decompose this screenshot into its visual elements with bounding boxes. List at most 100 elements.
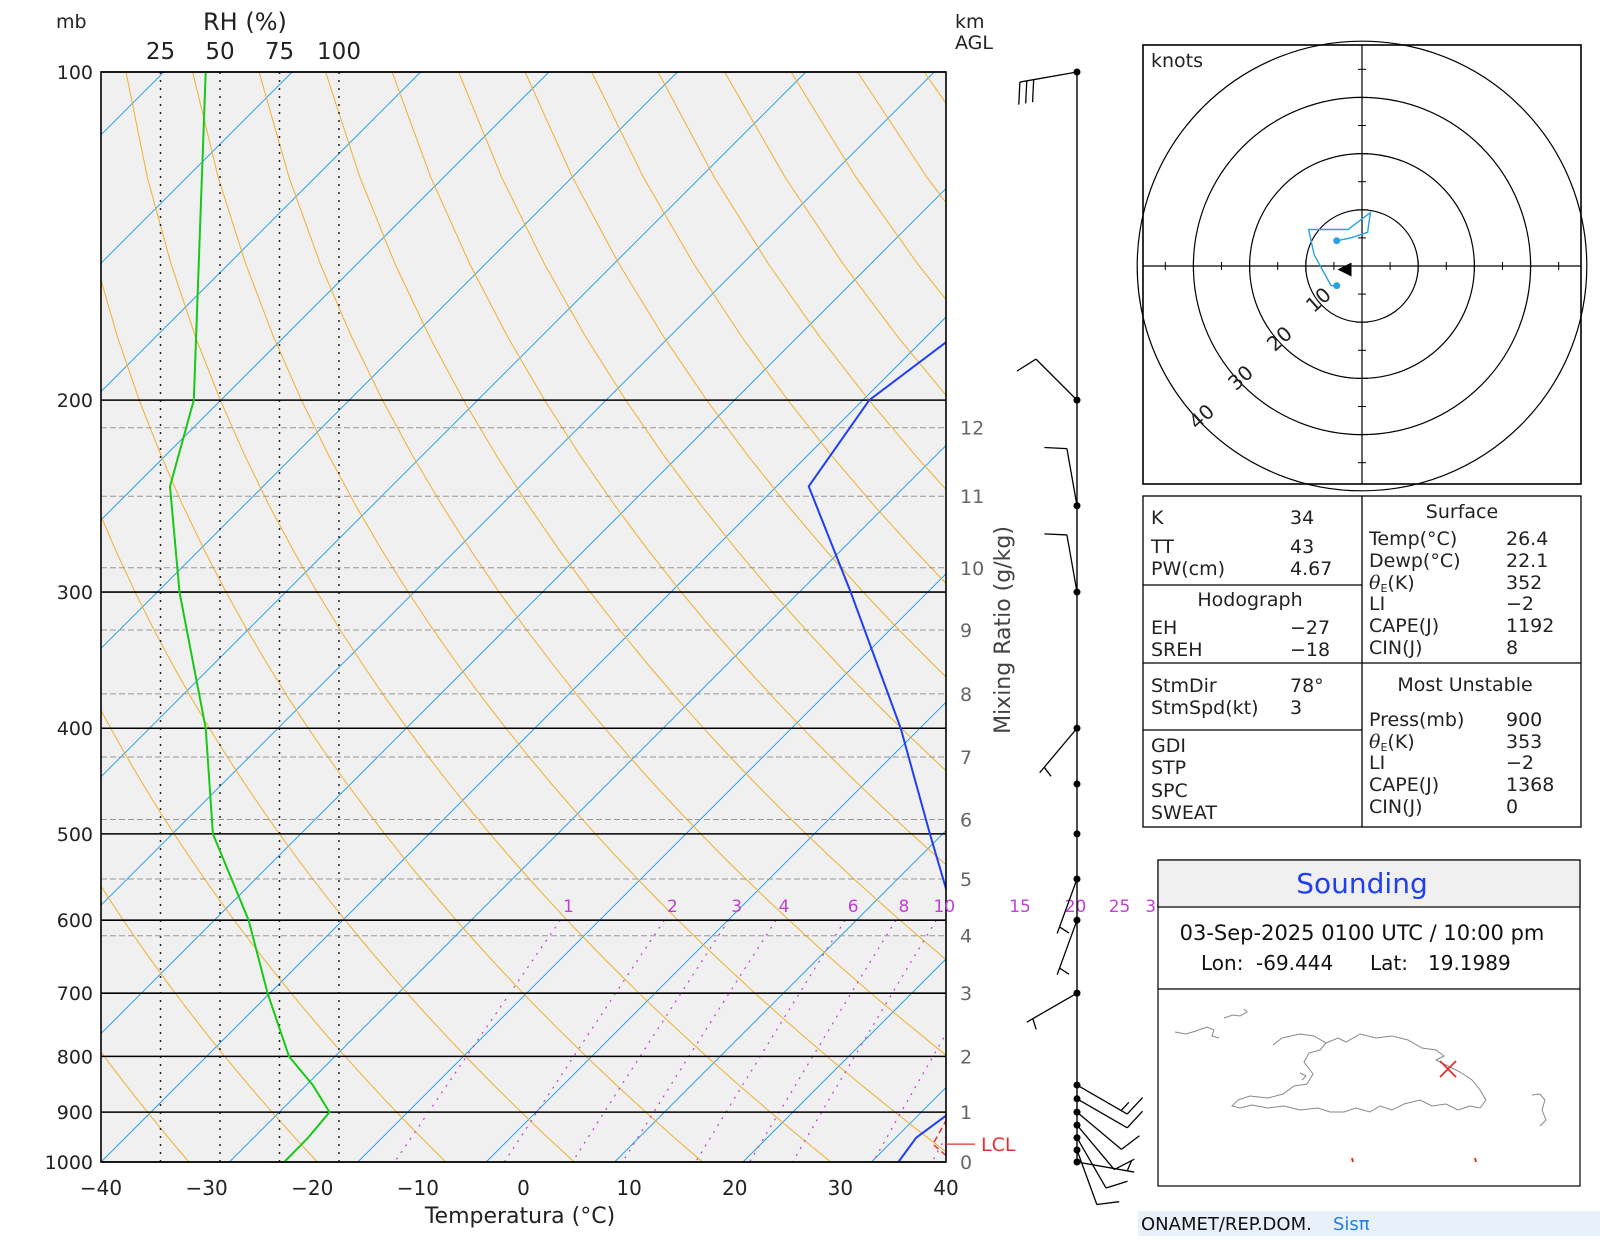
height-agl-label: AGL: [955, 32, 993, 54]
plot-background: [101, 72, 946, 1162]
hodograph-trace: [1307, 211, 1372, 290]
pressure-unit-label: mb: [56, 11, 87, 33]
mixing-ratio-axis-title: Mixing Ratio (g/kg): [991, 526, 1016, 734]
stmdir-value: 78°: [1290, 675, 1324, 697]
wind-barb-half-flag: [1032, 1018, 1037, 1030]
li-label: LI: [1369, 593, 1385, 615]
mixing-ratio-tick-label: 4: [779, 897, 790, 917]
tt-label: TT: [1150, 536, 1174, 558]
mu-thetae-label: θE(K): [1369, 731, 1415, 754]
wind-barb-shaft: [1076, 1124, 1115, 1170]
height-tick-label: 9: [960, 620, 972, 642]
isotherm-line: [101, 72, 293, 264]
stp-label: STP: [1151, 757, 1186, 779]
isotherm-line: [742, 958, 946, 1162]
lon-value: -69.444: [1256, 951, 1333, 975]
wind-barb-flag: [1096, 1201, 1120, 1206]
lat-value: 19.1989: [1428, 951, 1511, 975]
isotherm-line: [0, 72, 35, 1162]
wind-barb-half-flag: [1059, 967, 1070, 975]
dry-adiabat-line: [0, 72, 61, 1162]
isotherm-line: [101, 72, 935, 906]
wind-barb-flag: [1031, 79, 1035, 103]
title-bar: [1157, 859, 1581, 908]
mixing-ratio-tick-label: 25: [1109, 897, 1131, 917]
cin-label: CIN(J): [1369, 637, 1423, 659]
height-tick-label: 2: [960, 1046, 972, 1068]
mixing-ratio-line: [979, 920, 1112, 1162]
skewt-diagram: mb RH (%) km AGL Temperatura (°C) Mixing…: [0, 8, 1167, 1229]
wind-barb-shaft: [1076, 1084, 1128, 1115]
height-tick-label: 7: [960, 747, 972, 769]
rh-tick-label: 75: [265, 39, 294, 65]
mixing-ratio-line: [872, 1032, 946, 1162]
dewp-label: Dewp(°C): [1369, 550, 1461, 572]
pressure-tick-label: 300: [57, 582, 93, 604]
most-unstable-header: Most Unstable: [1397, 674, 1532, 696]
wind-barb-shaft: [1076, 1149, 1098, 1205]
mu-press-value: 900: [1506, 709, 1542, 731]
info-panel: Sounding 03-Sep-2025 0100 UTC / 10:00 pm…: [1138, 859, 1600, 1236]
tt-value: 43: [1290, 536, 1314, 558]
x-tick-label: 30: [828, 1176, 853, 1200]
wind-barb-dot: [1073, 780, 1081, 788]
isotherm-line: [357, 573, 946, 1162]
height-unit-label: km: [955, 11, 985, 33]
wind-barb-dot: [1073, 830, 1081, 838]
height-tick-label: 4: [960, 926, 972, 948]
lon-label: Lon:: [1201, 951, 1243, 975]
wind-barb-shaft: [1076, 1137, 1107, 1189]
isotherm-line: [101, 72, 807, 778]
height-tick-label: 3: [960, 983, 972, 1005]
height-tick-label: 10: [960, 558, 984, 580]
sweat-label: SWEAT: [1151, 802, 1217, 824]
mu-press-label: Press(mb): [1369, 709, 1464, 731]
x-tick-label: −30: [186, 1176, 228, 1200]
pressure-tick-label: 100: [57, 62, 93, 84]
background-lines: [0, 72, 1112, 1162]
rh-axis-title: RH (%): [203, 8, 287, 36]
mu-thetae-value: 353: [1506, 731, 1542, 753]
x-tick-label: 20: [722, 1176, 747, 1200]
wind-barb-flag: [1126, 1110, 1144, 1129]
footer-bar: [1138, 1211, 1600, 1236]
pressure-tick-labels: 100 200 300 400 500 600 700 800 900 1000: [45, 62, 93, 1174]
hodograph-start-dot: [1333, 237, 1341, 245]
isotherm-line: [485, 701, 946, 1162]
stats-table: K 34 TT 43 PW(cm) 4.67 Hodograph EH −27 …: [1142, 495, 1582, 828]
sreh-value: −18: [1290, 639, 1330, 661]
isotherm-line: [101, 72, 421, 393]
height-tick-label: 12: [960, 418, 984, 440]
height-tick-label: 6: [960, 809, 972, 831]
dry-adiabat-line: [101, 1051, 190, 1162]
hodograph-trace-line: [1307, 211, 1372, 287]
isotherm-line: [614, 829, 946, 1162]
li-value: −2: [1506, 593, 1534, 615]
lat-label: Lat:: [1370, 951, 1408, 975]
wind-barb-shaft: [1056, 919, 1078, 975]
rh-tick-label: 50: [205, 39, 234, 65]
height-tick-label: 1: [960, 1102, 972, 1124]
dry-adiabat-line: [591, 72, 946, 585]
pressure-tick-label: 600: [57, 910, 93, 932]
pw-label: PW(cm): [1151, 558, 1225, 580]
hispaniola-map: [1174, 1008, 1547, 1127]
height-tick-label: 0: [960, 1152, 972, 1174]
pw-value: 4.67: [1290, 558, 1332, 580]
wind-barb-shaft: [1019, 71, 1078, 83]
surface-header: Surface: [1426, 501, 1498, 523]
hodograph-header: Hodograph: [1197, 589, 1302, 611]
pressure-tick-label: 700: [57, 983, 93, 1005]
stmdir-label: StmDir: [1151, 675, 1217, 697]
thetae-label: θE(K): [1369, 572, 1415, 595]
wind-barb-flag: [1105, 1180, 1128, 1189]
wind-barb-half-flag: [1126, 1160, 1133, 1172]
sreh-label: SREH: [1151, 639, 1203, 661]
mixing-ratio-tick-label: 1: [563, 897, 574, 917]
x-axis-title: Temperatura (°C): [424, 1204, 615, 1229]
x-tick-label: −20: [291, 1176, 333, 1200]
wind-barb-flag: [1044, 533, 1067, 536]
station-marker: [1439, 1060, 1457, 1078]
cape-value: 1192: [1506, 615, 1554, 637]
